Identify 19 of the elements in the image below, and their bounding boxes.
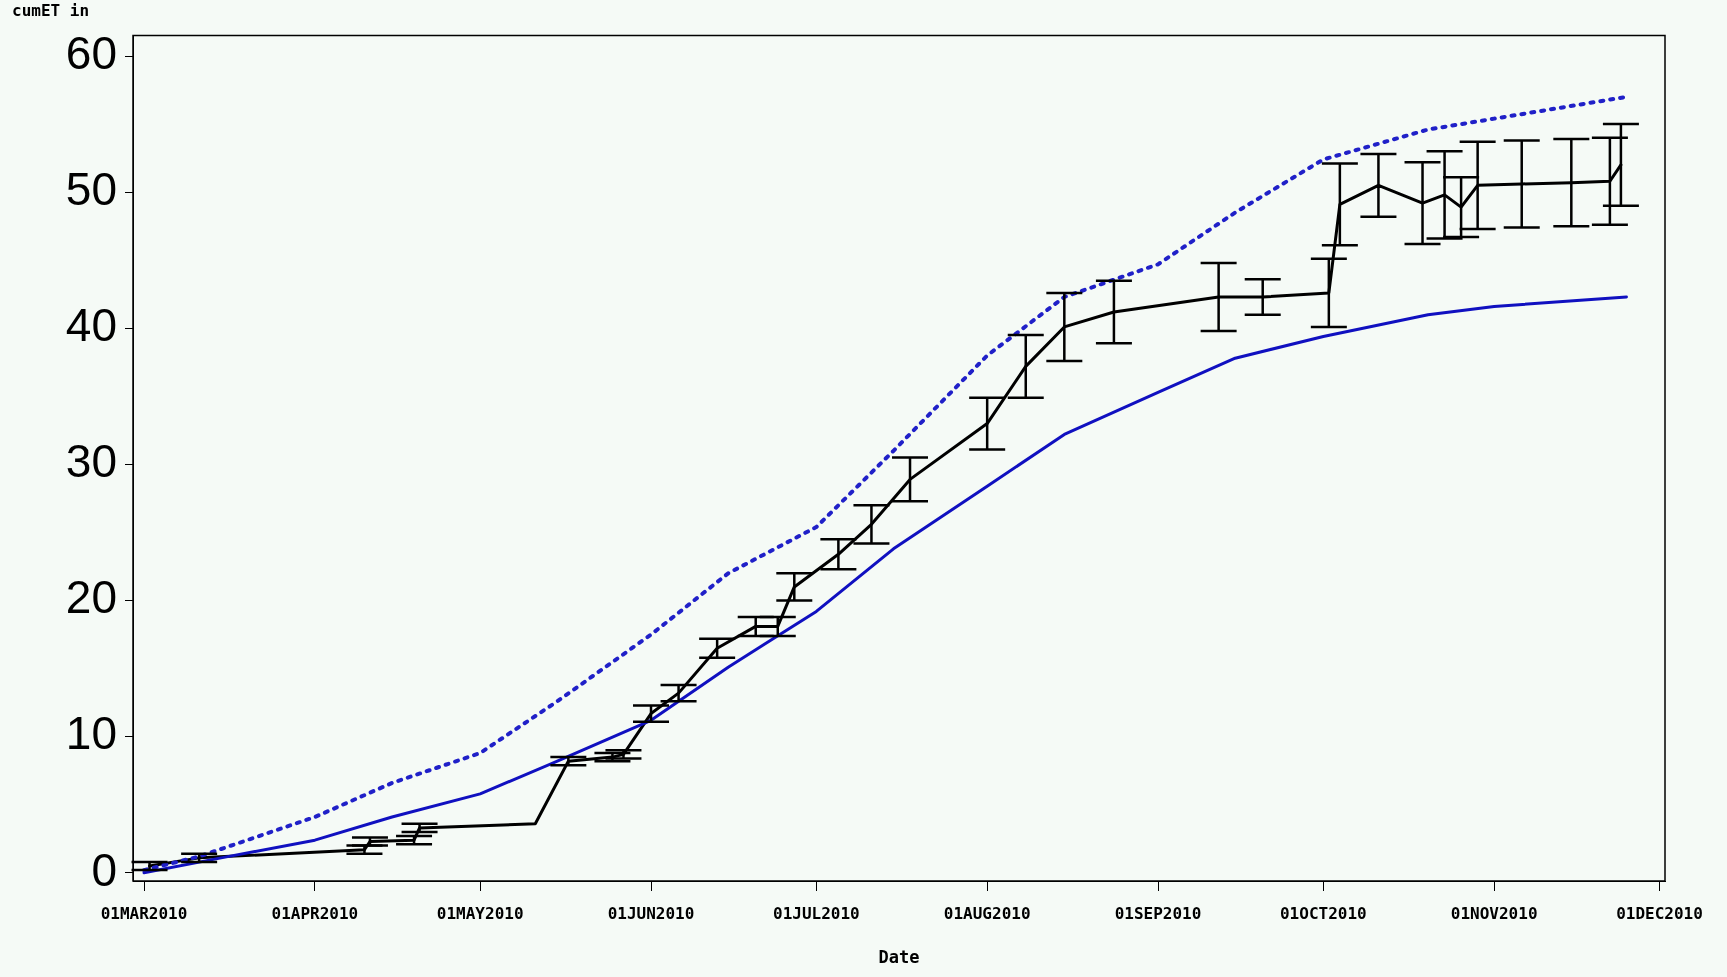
y-tick-label: 0 (91, 843, 117, 896)
y-tick-label: 60 (65, 26, 117, 79)
y-tick-label: 40 (65, 298, 117, 351)
y-tick-label: 50 (65, 162, 117, 215)
x-tick-label: 01DEC2010 (1616, 903, 1703, 923)
x-tick-label: 01AUG2010 (943, 903, 1031, 923)
x-tick-label: 01JUN2010 (607, 903, 695, 923)
x-tick-label: 01JUL2010 (772, 903, 860, 923)
x-axis-title: Date (878, 947, 920, 968)
x-tick-label: 01MAR2010 (100, 903, 188, 923)
x-tick-label: 01APR2010 (271, 903, 359, 923)
x-tick-label: 01OCT2010 (1279, 903, 1367, 923)
x-tick-label: 01NOV2010 (1450, 903, 1538, 923)
y-axis-title: cumET in (12, 1, 90, 21)
y-tick-label: 30 (65, 435, 117, 488)
x-tick-label: 01MAY2010 (436, 903, 524, 923)
y-tick-label: 20 (65, 571, 117, 624)
x-tick-label: 01SEP2010 (1114, 903, 1202, 923)
y-tick-label: 10 (65, 707, 117, 760)
